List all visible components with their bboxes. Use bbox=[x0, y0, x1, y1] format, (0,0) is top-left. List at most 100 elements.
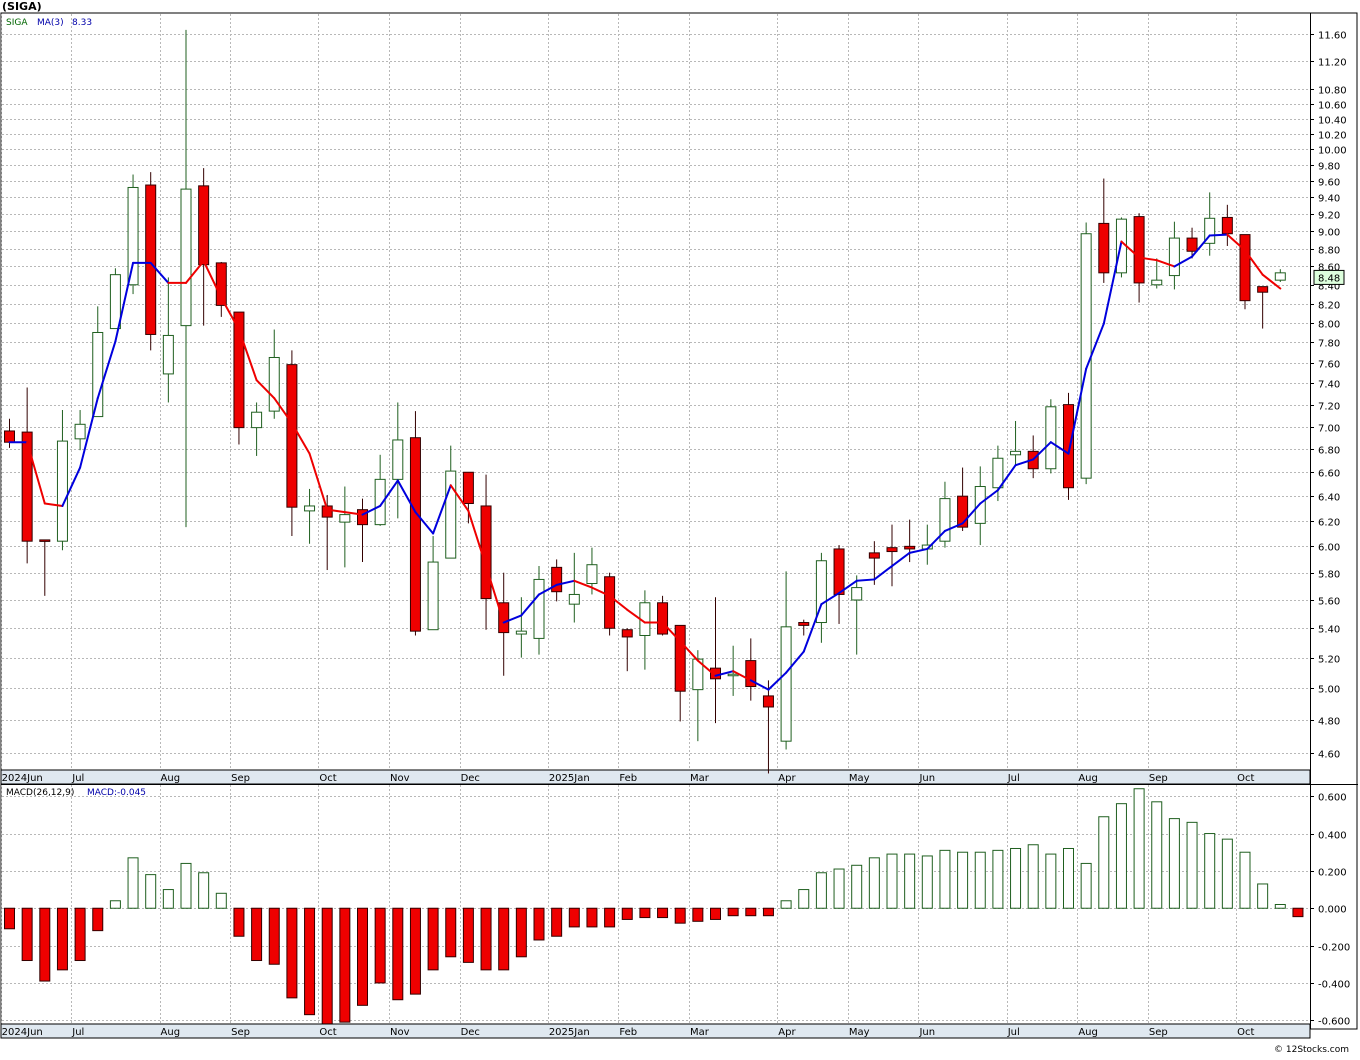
candle-body bbox=[268, 356, 280, 412]
ma3-segment bbox=[926, 529, 946, 550]
candle bbox=[657, 595, 669, 636]
ma3-segment bbox=[1014, 458, 1035, 467]
price-xaxis-label: Sep bbox=[1149, 773, 1168, 784]
macd-xaxis-label: Apr bbox=[778, 1027, 796, 1038]
macd-bar bbox=[392, 907, 404, 1001]
candle bbox=[445, 445, 457, 559]
price-tick-label: 10.20 bbox=[1318, 131, 1347, 142]
candle-body bbox=[145, 184, 157, 335]
candle-body bbox=[215, 262, 227, 306]
macd-xaxis-label: Sep bbox=[231, 1027, 250, 1038]
macd-bar bbox=[1186, 821, 1198, 909]
ma3-segment bbox=[1208, 233, 1229, 237]
macd-bar bbox=[621, 907, 633, 920]
macd-tick-label: -0.400 bbox=[1318, 980, 1350, 991]
price-tick-label: 9.00 bbox=[1318, 228, 1340, 239]
candle bbox=[1274, 269, 1286, 283]
macd-bar bbox=[674, 907, 686, 924]
candle bbox=[621, 628, 633, 672]
candle bbox=[1010, 420, 1022, 466]
price-tick-label: 5.80 bbox=[1318, 570, 1340, 581]
ma3-segment bbox=[749, 679, 770, 691]
ma3-segment bbox=[979, 489, 999, 505]
macd-xaxis-label: Dec bbox=[461, 1027, 480, 1038]
candle bbox=[1045, 399, 1057, 474]
candle-body bbox=[4, 430, 15, 443]
price-tick-label: 6.00 bbox=[1318, 543, 1340, 554]
ma3-segment bbox=[590, 586, 611, 597]
macd-xaxis-label: May bbox=[849, 1027, 870, 1038]
macd-bar bbox=[409, 907, 421, 995]
ma3-segment bbox=[802, 603, 823, 653]
candle bbox=[304, 488, 316, 544]
macd-bar bbox=[1221, 838, 1233, 909]
macd-xaxis-label: Sep bbox=[1149, 1027, 1168, 1038]
candle-body bbox=[374, 478, 386, 526]
candle-body bbox=[1045, 406, 1057, 470]
ma3-segment bbox=[961, 502, 982, 525]
candle-body bbox=[339, 514, 351, 523]
legend-ma-label: MA(3) bbox=[37, 18, 64, 28]
candle bbox=[692, 650, 704, 742]
price-tick-label: 5.60 bbox=[1318, 597, 1340, 608]
candle bbox=[1168, 221, 1180, 290]
ma3-segment bbox=[838, 579, 858, 595]
macd-legend-value: MACD:-0.045 bbox=[87, 788, 146, 798]
macd-bar bbox=[339, 907, 351, 1023]
candle bbox=[74, 410, 86, 451]
ma3-segment bbox=[202, 260, 223, 299]
candle bbox=[533, 566, 545, 655]
candle bbox=[1239, 234, 1251, 310]
macd-bar bbox=[833, 868, 845, 909]
candle-body bbox=[674, 624, 686, 692]
macd-bar bbox=[815, 872, 827, 909]
macd-bar bbox=[74, 907, 86, 962]
ma3-segment bbox=[855, 578, 876, 582]
ma3-segment bbox=[661, 621, 682, 643]
candle bbox=[886, 524, 898, 587]
candle bbox=[498, 572, 510, 676]
ma3-segment bbox=[1173, 255, 1194, 268]
price-xaxis-label: Jun bbox=[918, 773, 935, 784]
price-tick-label: 6.40 bbox=[1318, 493, 1340, 504]
price-tick-label: 10.00 bbox=[1318, 146, 1347, 157]
macd-bar bbox=[480, 907, 492, 971]
price-xaxis-label: Apr bbox=[778, 773, 796, 784]
candle bbox=[851, 575, 863, 655]
candle-body bbox=[833, 548, 845, 595]
candle-body bbox=[1239, 234, 1251, 302]
ma3-segment bbox=[908, 547, 929, 554]
candle-body bbox=[621, 629, 633, 638]
ma3-segment bbox=[820, 592, 841, 606]
candle bbox=[374, 454, 386, 526]
ma3-segment bbox=[237, 328, 258, 382]
candle-body bbox=[56, 440, 68, 542]
ma3-segment bbox=[43, 502, 64, 507]
candle-body bbox=[1133, 216, 1145, 284]
ma3-segment bbox=[996, 464, 1017, 492]
macd-bar bbox=[1063, 847, 1074, 909]
price-xaxis-label: Dec bbox=[461, 773, 480, 784]
candle-body bbox=[604, 576, 616, 629]
macd-tick-label: 0.600 bbox=[1318, 793, 1347, 804]
macd-bar bbox=[780, 900, 792, 909]
macd-tick-label: 0.400 bbox=[1318, 831, 1347, 842]
ma3-segment bbox=[432, 484, 452, 535]
candle-body bbox=[1204, 217, 1216, 244]
candle-body bbox=[21, 431, 33, 542]
candle bbox=[427, 536, 439, 631]
candle-body bbox=[586, 564, 598, 585]
macd-bar bbox=[233, 907, 245, 937]
ma3-segment bbox=[396, 479, 417, 514]
candle-body bbox=[409, 437, 421, 632]
macd-bar bbox=[657, 907, 669, 919]
candle-body bbox=[498, 602, 510, 634]
ma3-segment bbox=[1138, 256, 1158, 262]
candle bbox=[551, 559, 563, 602]
macd-bar bbox=[162, 889, 174, 909]
candle-body bbox=[1257, 286, 1269, 293]
ma3-segment bbox=[326, 508, 346, 514]
candle-body bbox=[762, 695, 774, 708]
macd-bar bbox=[198, 872, 210, 909]
